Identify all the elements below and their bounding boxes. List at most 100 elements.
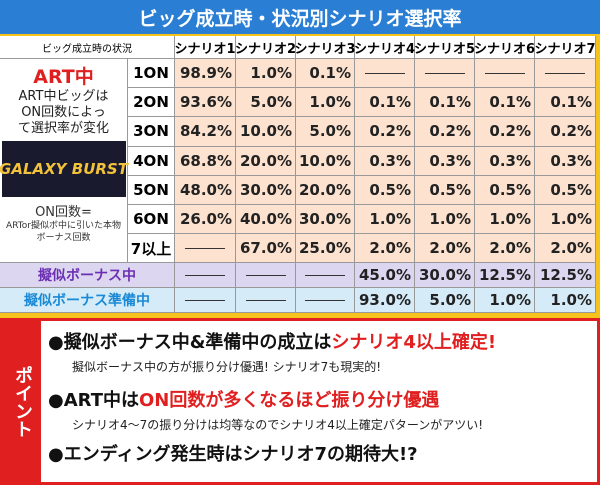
cell: 68.8%	[175, 146, 236, 176]
dash	[175, 288, 236, 314]
dash	[475, 59, 535, 89]
dash	[535, 59, 596, 89]
row-label: 5ON	[128, 175, 175, 205]
cell: 0.3%	[475, 146, 535, 176]
cell: 84.2%	[175, 117, 236, 147]
row-label: 擬似ボーナス準備中	[0, 288, 175, 314]
column-header: シナリオ7	[534, 36, 596, 59]
point-line: ●エンディング発生時はシナリオ7の期待大!?	[48, 440, 418, 466]
cell: 0.3%	[535, 146, 596, 176]
cell: 98.9%	[175, 59, 236, 89]
point-head: ●ART中は	[48, 390, 139, 411]
cell: 30.0%	[296, 205, 355, 235]
cell: 45.0%	[355, 263, 415, 289]
corner: ビッグ成立時の状況	[0, 36, 175, 59]
cell: 1.0%	[475, 288, 535, 314]
row-label: 7以上	[128, 234, 175, 264]
point-head: ●エンディング発生時はシナリオ7の期待大!?	[48, 444, 418, 465]
cell: 1.0%	[296, 88, 355, 118]
cell: 1.0%	[355, 205, 415, 235]
cell: 67.0%	[236, 234, 296, 264]
column-header: シナリオ2	[235, 36, 296, 59]
point-line: ●ART中は ON回数が多くなるほど振り分け優遇	[48, 386, 439, 412]
point-box	[0, 318, 600, 485]
cell: 26.0%	[175, 205, 236, 235]
cell: 0.1%	[475, 88, 535, 118]
cell: 48.0%	[175, 175, 236, 205]
title: ビッグ成立時・状況別シナリオ選択率	[0, 0, 600, 34]
cell: 2.0%	[415, 234, 475, 264]
row-label: 4ON	[128, 146, 175, 176]
on-label: ON回数=	[35, 205, 92, 220]
cell: 0.1%	[415, 88, 475, 118]
point-sub: 擬似ボーナス中の方が振り分け優遇! シナリオ7も現実的!	[72, 359, 382, 374]
column-header: シナリオ3	[294, 36, 356, 59]
column-header: シナリオ6	[474, 36, 535, 59]
cell: 0.1%	[355, 88, 415, 118]
cell: 25.0%	[296, 234, 355, 264]
column-header: シナリオ4	[354, 36, 415, 59]
cell: 93.6%	[175, 88, 236, 118]
point-emph: ON回数が多くなるほど振り分け優遇	[138, 390, 440, 411]
cell: 30.0%	[415, 263, 475, 289]
cell: 10.0%	[236, 117, 296, 147]
column-header: シナリオ5	[414, 36, 475, 59]
cell: 0.1%	[296, 59, 355, 89]
cell: 0.5%	[415, 175, 475, 205]
row-label: 2ON	[128, 88, 175, 118]
cell: 2.0%	[475, 234, 535, 264]
cell: 10.0%	[296, 146, 355, 176]
dash	[296, 288, 355, 314]
cell: 1.0%	[475, 205, 535, 235]
cell: 0.5%	[535, 175, 596, 205]
cell: 0.2%	[535, 117, 596, 147]
cell: 20.0%	[296, 175, 355, 205]
art-label: ART中	[33, 66, 94, 88]
cell: 1.0%	[535, 205, 596, 235]
cell: 0.3%	[355, 146, 415, 176]
cell: 1.0%	[535, 288, 596, 314]
dash	[355, 59, 415, 89]
point-line: ●擬似ボーナス中&準備中の成立は シナリオ4以上確定!	[48, 328, 496, 354]
point-label: ポイント	[3, 321, 41, 482]
row-label: 3ON	[128, 117, 175, 147]
cell: 0.5%	[475, 175, 535, 205]
cell: 2.0%	[355, 234, 415, 264]
cell: 5.0%	[296, 117, 355, 147]
dash	[236, 263, 296, 289]
dash	[415, 59, 475, 89]
cell: 40.0%	[236, 205, 296, 235]
row-label: 6ON	[128, 205, 175, 235]
dash	[296, 263, 355, 289]
cell: 0.3%	[415, 146, 475, 176]
cell: 5.0%	[415, 288, 475, 314]
row-label: 擬似ボーナス中	[0, 263, 175, 289]
row-label: 1ON	[128, 59, 175, 89]
cell: 0.2%	[355, 117, 415, 147]
cell: 2.0%	[535, 234, 596, 264]
cell: 20.0%	[236, 146, 296, 176]
dash	[175, 263, 236, 289]
cell: 1.0%	[415, 205, 475, 235]
cell: 0.1%	[535, 88, 596, 118]
cell: 1.0%	[236, 59, 296, 89]
cell: 0.2%	[475, 117, 535, 147]
art-group: ART中 ART中ビッグはON回数によって選択率が変化 GALAXY BURST ON…	[0, 59, 128, 264]
art-note: ART中ビッグはON回数によって選択率が変化	[17, 89, 109, 136]
cell: 0.2%	[415, 117, 475, 147]
dash	[236, 288, 296, 314]
point-emph: シナリオ4以上確定!	[331, 332, 497, 353]
logo: GALAXY BURST	[0, 141, 128, 197]
cell: 5.0%	[236, 88, 296, 118]
cell: 93.0%	[355, 288, 415, 314]
point-sub: シナリオ4〜7の振り分けは均等なのでシナリオ4以上確定パターンがアツい!	[72, 417, 484, 432]
point-head: ●擬似ボーナス中&準備中の成立は	[48, 332, 332, 353]
on-note: ARTor擬似ボ中に引いた本物ボーナス回数	[6, 221, 121, 243]
cell: 30.0%	[236, 175, 296, 205]
dash	[175, 234, 236, 264]
cell: 0.5%	[355, 175, 415, 205]
column-header: シナリオ1	[174, 36, 236, 59]
cell: 12.5%	[535, 263, 596, 289]
cell: 12.5%	[475, 263, 535, 289]
